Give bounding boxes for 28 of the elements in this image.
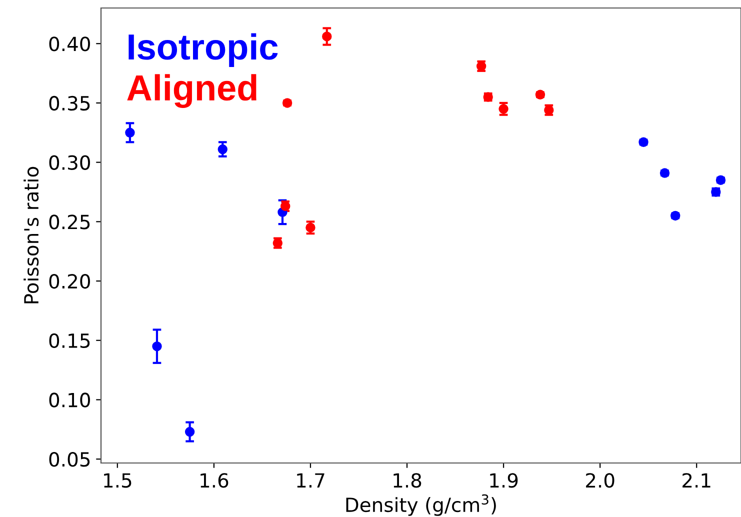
y-tick-label: 0.10 xyxy=(49,392,90,408)
x-tick-label: 1.8 xyxy=(394,473,422,488)
point xyxy=(218,144,228,154)
x-axis-title: Density (g/cm$^{3}$) xyxy=(346,494,496,516)
series-label: Isotropic xyxy=(128,33,278,67)
x-tick-label: 1.9 xyxy=(490,473,518,488)
x-tick-label: 2.1 xyxy=(682,473,710,488)
point xyxy=(184,426,195,437)
point xyxy=(125,128,135,138)
y-tick-label: 0.35 xyxy=(49,96,90,111)
y-tick-label: 0.25 xyxy=(49,214,90,230)
y-tick-label: 0.15 xyxy=(49,333,90,348)
y-tick-label: 0.30 xyxy=(49,155,90,170)
y-axis-title: Poisson's ratio xyxy=(24,166,39,304)
series-label: Aligned xyxy=(127,74,256,108)
y-tick-label: 0.20 xyxy=(49,274,90,289)
x-tick-label: 1.6 xyxy=(200,473,228,488)
x-tick-label: 1.5 xyxy=(104,473,132,488)
point xyxy=(660,168,670,178)
x-tick-label: 2.0 xyxy=(586,473,614,488)
y-tick-label: 0.40 xyxy=(49,36,90,52)
point xyxy=(306,222,316,232)
x-tick-label: 1.7 xyxy=(297,473,324,488)
point xyxy=(152,341,162,352)
y-tick-label: 0.05 xyxy=(49,452,90,467)
point xyxy=(498,104,508,114)
point xyxy=(322,32,332,42)
point xyxy=(282,98,292,108)
